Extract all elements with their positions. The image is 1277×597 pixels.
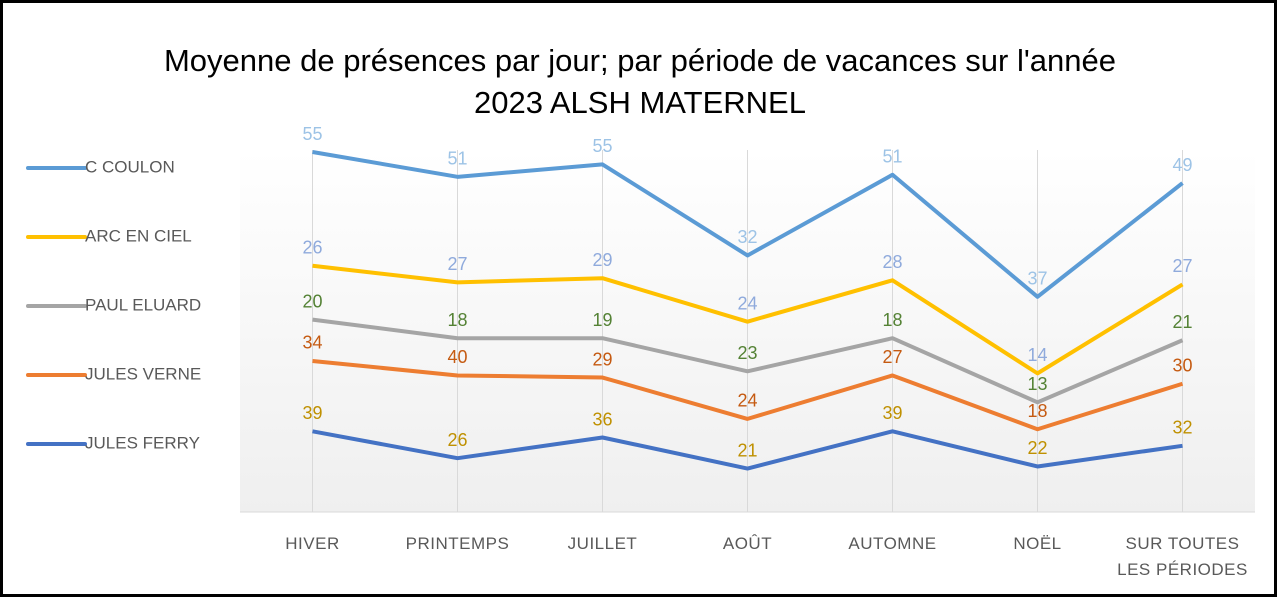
data-label: 29 [592, 349, 612, 369]
data-label: 13 [1027, 374, 1047, 394]
chart-title: Moyenne de présences par jour; par pério… [163, 43, 1116, 120]
data-label: 32 [1172, 418, 1192, 438]
data-label: 21 [1172, 312, 1192, 332]
data-label: 34 [302, 333, 322, 353]
series-line [312, 150, 1184, 299]
series-line [312, 429, 1183, 471]
data-label: 51 [447, 149, 467, 169]
data-label: 39 [882, 403, 902, 423]
data-label: 24 [737, 391, 757, 411]
data-label: 27 [447, 254, 467, 274]
legend-label: ARC EN CIEL [85, 226, 192, 245]
x-tick-label: HIVER [285, 534, 340, 553]
data-label: 18 [447, 310, 467, 330]
data-label: 23 [737, 343, 757, 363]
data-label: 36 [592, 409, 612, 429]
data-label: 28 [882, 252, 902, 272]
data-label: 55 [592, 136, 612, 156]
data-label: 39 [302, 403, 322, 423]
data-label: 14 [1027, 345, 1047, 365]
data-label: 26 [302, 238, 322, 258]
x-tick-label: JUILLET [567, 534, 638, 553]
x-tick-label: AUTOMNE [848, 534, 937, 553]
data-label: 27 [1172, 256, 1192, 276]
series-line [312, 263, 1184, 376]
data-label: 30 [1172, 355, 1192, 375]
data-label: 32 [737, 227, 757, 247]
data-label: 55 [302, 124, 322, 144]
x-tick-label: PRINTEMPS [405, 534, 510, 553]
data-label: 19 [592, 310, 612, 330]
data-label: 49 [1172, 155, 1192, 175]
legend-label: JULES VERNE [85, 364, 201, 383]
data-label: 24 [737, 293, 757, 313]
x-tick-label: NOËL [1013, 534, 1062, 553]
data-label: 18 [882, 310, 902, 330]
legend-label: C COULON [85, 157, 175, 176]
data-label: 20 [302, 291, 322, 311]
data-label: 40 [447, 347, 467, 367]
series-line [312, 317, 1184, 405]
x-tick-label: AOÛT [722, 534, 773, 553]
data-label: 22 [1027, 438, 1047, 458]
data-label: 26 [447, 430, 467, 450]
data-label: 18 [1027, 401, 1047, 421]
legend-label: PAUL ELUARD [85, 295, 201, 314]
data-label: 27 [882, 347, 902, 367]
series-line [312, 358, 1184, 432]
data-label: 37 [1027, 269, 1047, 289]
data-label: 21 [737, 440, 757, 460]
x-tick-label: SUR TOUTES LES PÉRIODES [1117, 534, 1248, 579]
data-label: 29 [592, 250, 612, 270]
data-label: 51 [882, 147, 902, 167]
legend-label: JULES FERRY [85, 433, 200, 452]
